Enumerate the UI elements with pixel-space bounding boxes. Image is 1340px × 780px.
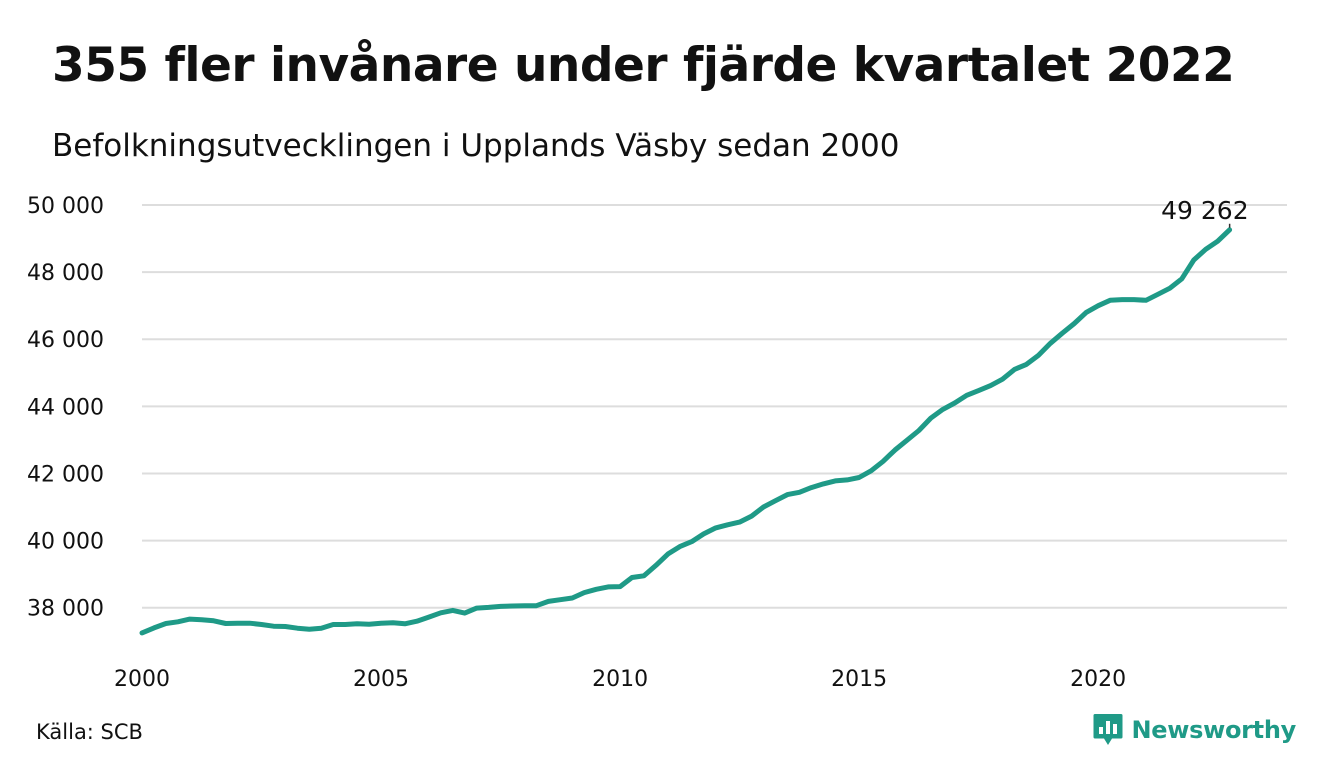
x-axis-tick-labels: 2000 2005 2010 2015 2020 bbox=[114, 667, 1126, 692]
x-tick-label: 2010 bbox=[592, 667, 648, 692]
x-tick-label: 2015 bbox=[831, 667, 887, 692]
x-tick-label: 2005 bbox=[353, 667, 409, 692]
last-value-label: 49 262 bbox=[1161, 196, 1248, 225]
y-tick-label: 48 000 bbox=[27, 261, 104, 286]
chart-subtitle: Befolkningsutvecklingen i Upplands Väsby… bbox=[52, 128, 900, 164]
y-tick-label: 42 000 bbox=[27, 462, 104, 487]
x-tick-label: 2020 bbox=[1070, 667, 1126, 692]
chart-bubble-icon bbox=[1093, 714, 1123, 745]
y-tick-label: 38 000 bbox=[27, 597, 104, 622]
chart-title: 355 fler invånare under fjärde kvartalet… bbox=[52, 38, 1235, 93]
y-tick-label: 46 000 bbox=[27, 328, 104, 353]
y-tick-label: 40 000 bbox=[27, 530, 104, 555]
source-note: Källa: SCB bbox=[36, 720, 143, 744]
population-series-line bbox=[139, 227, 1233, 636]
grid-lines bbox=[142, 204, 1287, 609]
y-tick-label: 44 000 bbox=[27, 395, 104, 420]
line-chart: 38 000 40 000 42 000 44 000 46 000 48 000 50 0… bbox=[27, 194, 1287, 692]
brand-logo: Newsworthy bbox=[1093, 712, 1296, 748]
annotation-layer: 49 262 bbox=[1161, 196, 1249, 228]
series-layer bbox=[139, 227, 1233, 636]
y-tick-label: 50 000 bbox=[27, 194, 104, 219]
y-axis-tick-labels: 38 000 40 000 42 000 44 000 46 000 48 000 50 0… bbox=[27, 194, 104, 622]
brand-name: Newsworthy bbox=[1131, 716, 1296, 744]
x-tick-label: 2000 bbox=[114, 667, 170, 692]
